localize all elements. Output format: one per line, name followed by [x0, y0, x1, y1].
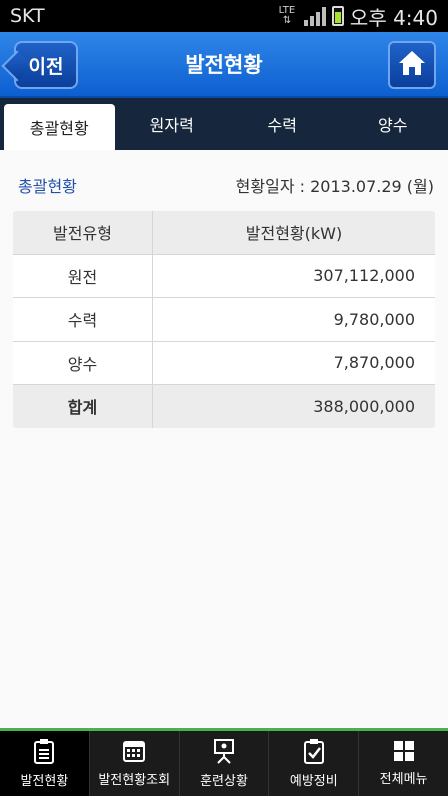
tab-hydro[interactable]: 수력	[267, 116, 297, 135]
bottom-nav: 발전현황 발전현황조회 훈련상황 예방정비 전체메뉴	[0, 728, 448, 796]
clock-label: 오후 4:40	[349, 5, 438, 30]
table-row: 양수 7,870,000	[13, 341, 435, 385]
clipboard-icon	[33, 738, 55, 764]
back-button[interactable]: 이전	[14, 41, 78, 89]
presentation-icon	[212, 738, 236, 764]
battery-icon	[331, 6, 344, 26]
page-title: 발전현황	[185, 53, 263, 77]
home-icon	[397, 49, 427, 81]
status-bar: SKT LTE ⇅ 오후 4:40	[0, 0, 448, 32]
table-row: 수력 9,780,000	[13, 297, 435, 342]
column-header-type: 발전유형	[13, 210, 153, 255]
row-type-label: 수력	[13, 297, 153, 342]
home-button[interactable]	[388, 41, 436, 89]
nav-item-label: 예방정비	[289, 774, 338, 789]
section-title: 총괄현황	[18, 177, 77, 196]
table-header-row: 발전유형 발전현황(kW)	[13, 210, 435, 255]
row-type-label: 양수	[13, 341, 153, 385]
tab-pumped-storage[interactable]: 양수	[378, 116, 408, 135]
nav-item-maintenance[interactable]: 예방정비	[269, 731, 360, 796]
tab-nuclear[interactable]: 원자력	[149, 116, 194, 135]
back-button-label: 이전	[28, 55, 64, 78]
calendar-icon	[122, 739, 146, 763]
status-date: 현황일자 : 2013.07.29 (월)	[235, 177, 434, 196]
row-value: 7,870,000	[152, 341, 435, 385]
column-header-value: 발전현황(kW)	[152, 210, 435, 255]
status-indicators: LTE ⇅ 오후 4:40	[276, 2, 438, 31]
table-row: 원전 307,112,000	[13, 254, 435, 298]
nav-item-training[interactable]: 훈련상황	[180, 731, 270, 796]
table-total-row: 합계 388,000,000	[13, 384, 435, 428]
grid-icon	[393, 740, 415, 762]
nav-item-label: 훈련상황	[200, 774, 248, 789]
generation-table: 발전유형 발전현황(kW) 원전 307,112,000 수력 9,780,00…	[12, 210, 436, 429]
nav-item-label: 발전현황	[20, 774, 69, 789]
tab-overview[interactable]: 총괄현황	[4, 104, 115, 150]
nav-item-label: 전체메뉴	[379, 772, 428, 787]
nav-item-generation-status[interactable]: 발전현황	[0, 731, 90, 796]
nav-item-label: 발전현황조회	[98, 773, 171, 788]
tab-bar: 총괄현황 원자력 수력 양수	[0, 98, 448, 150]
lte-icon: LTE ⇅	[278, 5, 296, 26]
carrier-label: SKT	[10, 5, 45, 27]
row-value: 9,780,000	[152, 297, 435, 342]
signal-icon	[303, 6, 326, 26]
app-header: 이전 발전현황	[0, 32, 448, 98]
nav-item-all-menu[interactable]: 전체메뉴	[359, 731, 448, 796]
row-type-label: 원전	[13, 254, 153, 298]
row-value: 307,112,000	[152, 254, 435, 298]
total-label: 합계	[13, 384, 153, 428]
total-value: 388,000,000	[152, 384, 435, 428]
nav-item-status-lookup[interactable]: 발전현황조회	[90, 731, 180, 796]
checklist-icon	[303, 738, 325, 764]
